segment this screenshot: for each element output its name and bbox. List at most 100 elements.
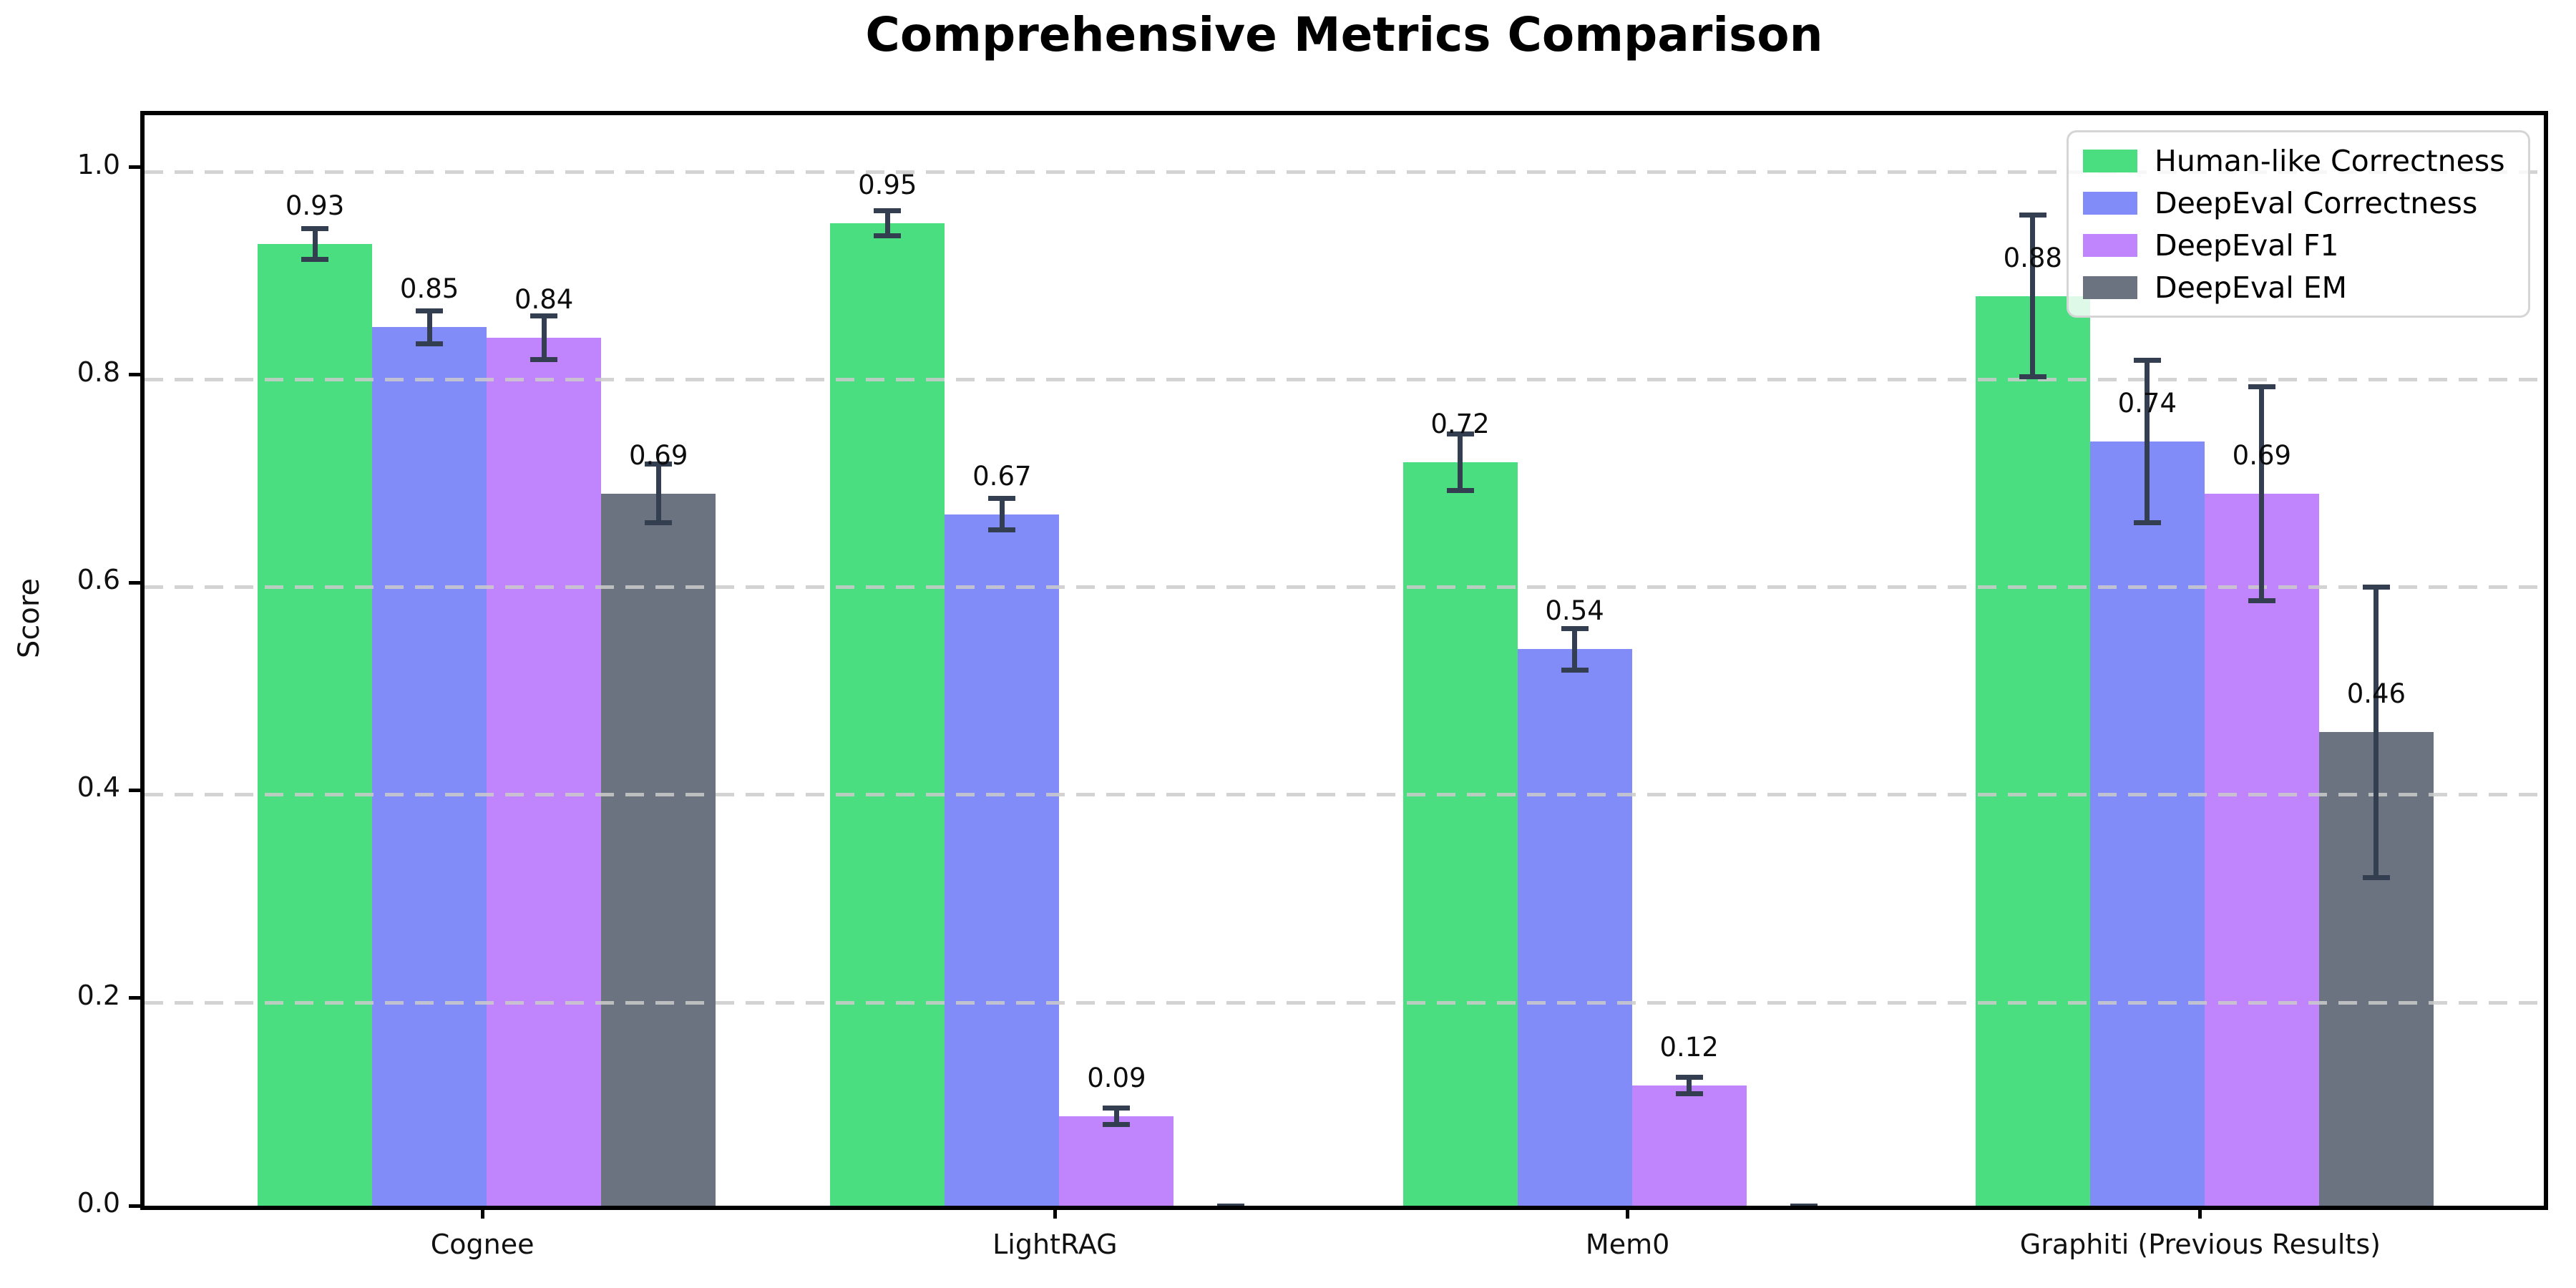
error-bar-cap bbox=[874, 208, 902, 214]
y-tick-label: 0.2 bbox=[77, 979, 120, 1011]
error-bar bbox=[1572, 628, 1578, 670]
y-tick-mark bbox=[129, 788, 140, 792]
legend-item: DeepEval Correctness bbox=[2083, 186, 2514, 220]
error-bar-cap bbox=[2248, 597, 2275, 603]
bar-deepeval-correctness-2 bbox=[1517, 649, 1632, 1206]
bar-value-label: 0.12 bbox=[1659, 1031, 1719, 1063]
bar-value-label: 0.93 bbox=[285, 190, 345, 222]
error-bar-cap bbox=[1561, 625, 1589, 631]
bar-value-label: 0.46 bbox=[2346, 678, 2406, 710]
error-bar-cap bbox=[416, 308, 444, 313]
error-bar bbox=[2259, 386, 2265, 600]
error-bar-cap bbox=[1103, 1122, 1131, 1128]
y-tick-label: 0.6 bbox=[77, 564, 120, 596]
error-bar-cap bbox=[1446, 431, 1474, 437]
bar-deepeval-em-0 bbox=[601, 493, 716, 1206]
error-bar bbox=[1458, 434, 1463, 491]
bar-value-label: 0.69 bbox=[2232, 439, 2292, 471]
error-bar-cap bbox=[1790, 1203, 1818, 1206]
error-bar-cap bbox=[2362, 875, 2390, 881]
legend-swatch-deepeval-correctness bbox=[2083, 191, 2137, 215]
y-tick-mark bbox=[129, 580, 140, 585]
legend-swatch-deepeval-em bbox=[2083, 275, 2137, 299]
bar-human-like-correctness-0 bbox=[258, 244, 373, 1206]
y-tick-mark bbox=[129, 996, 140, 1000]
error-bar bbox=[1687, 1077, 1692, 1094]
error-bar-cap bbox=[874, 233, 902, 239]
error-bar-cap bbox=[416, 341, 444, 346]
legend-swatch-deepeval-f1 bbox=[2083, 233, 2137, 257]
x-tick-mark bbox=[1626, 1206, 1630, 1219]
gridline-0.6 bbox=[145, 585, 2544, 590]
error-bar-cap bbox=[2133, 519, 2161, 525]
bar-deepeval-f1-0 bbox=[487, 337, 602, 1206]
gridline-0.8 bbox=[145, 377, 2544, 381]
error-bar bbox=[426, 311, 432, 344]
legend-label: DeepEval F1 bbox=[2155, 228, 2339, 263]
y-tick-label: 0.4 bbox=[77, 771, 120, 804]
error-bar bbox=[312, 228, 318, 260]
error-bar-cap bbox=[1446, 487, 1474, 493]
error-bar bbox=[655, 464, 661, 523]
error-bar-cap bbox=[988, 496, 1016, 502]
legend-item: Human-like Correctness bbox=[2083, 144, 2514, 178]
error-bar bbox=[1113, 1108, 1119, 1125]
gridline-0.4 bbox=[145, 793, 2544, 797]
error-bar-cap bbox=[1675, 1091, 1703, 1096]
x-tick-mark bbox=[1053, 1206, 1057, 1219]
error-bar bbox=[2145, 360, 2150, 523]
bar-value-label: 0.88 bbox=[2003, 242, 2062, 273]
x-category-label: Cognee bbox=[430, 1229, 535, 1260]
legend-swatch-human-like-correctness bbox=[2083, 149, 2137, 172]
legend-item: DeepEval F1 bbox=[2083, 228, 2514, 263]
gridline-1 bbox=[145, 170, 2544, 174]
bar-value-label: 0.09 bbox=[1087, 1063, 1146, 1094]
error-bar-cap bbox=[645, 462, 673, 467]
error-bar-cap bbox=[1103, 1106, 1131, 1111]
error-bar bbox=[999, 498, 1005, 530]
bar-deepeval-correctness-1 bbox=[945, 514, 1060, 1206]
bar-value-label: 0.54 bbox=[1545, 595, 1604, 627]
bar-value-label: 0.85 bbox=[399, 273, 459, 305]
error-bar-cap bbox=[988, 527, 1016, 532]
x-category-label: Graphiti (Previous Results) bbox=[2019, 1229, 2381, 1260]
bar-deepeval-f1-3 bbox=[2204, 493, 2319, 1206]
bar-deepeval-correctness-3 bbox=[2089, 441, 2205, 1206]
error-bar-cap bbox=[301, 225, 329, 231]
error-bar-cap bbox=[2248, 384, 2275, 389]
y-tick-mark bbox=[129, 1204, 140, 1208]
error-bar bbox=[1801, 1206, 1806, 1210]
x-category-label: LightRAG bbox=[992, 1229, 1118, 1260]
error-bar bbox=[541, 316, 547, 360]
error-bar-cap bbox=[1561, 667, 1589, 673]
error-bar-cap bbox=[645, 519, 673, 525]
bar-human-like-correctness-1 bbox=[830, 223, 945, 1206]
legend: Human-like Correctness DeepEval Correctne… bbox=[2067, 130, 2530, 318]
error-bar-cap bbox=[2019, 374, 2046, 380]
y-tick-label: 0.0 bbox=[77, 1187, 120, 1219]
gridline-0.2 bbox=[145, 1000, 2544, 1005]
error-bar bbox=[2373, 587, 2379, 878]
error-bar-cap bbox=[530, 356, 558, 362]
legend-item: DeepEval EM bbox=[2083, 270, 2514, 305]
x-tick-mark bbox=[480, 1206, 484, 1219]
error-bar-cap bbox=[2133, 358, 2161, 364]
bar-human-like-correctness-2 bbox=[1402, 462, 1518, 1206]
bar-value-label: 0.95 bbox=[858, 170, 917, 201]
y-tick-label: 0.8 bbox=[77, 356, 120, 388]
bar-value-label: 0.67 bbox=[972, 460, 1032, 492]
error-bar-cap bbox=[1675, 1074, 1703, 1080]
bar-deepeval-correctness-0 bbox=[372, 327, 487, 1206]
chart-title: Comprehensive Metrics Comparison bbox=[865, 7, 1823, 62]
legend-label: DeepEval EM bbox=[2155, 270, 2348, 305]
bar-human-like-correctness-3 bbox=[1975, 296, 2090, 1206]
error-bar bbox=[1229, 1206, 1234, 1210]
x-tick-mark bbox=[2198, 1206, 2202, 1219]
error-bar-cap bbox=[2019, 213, 2046, 218]
error-bar-cap bbox=[301, 257, 329, 263]
error-bar-cap bbox=[1217, 1203, 1245, 1206]
x-category-label: Mem0 bbox=[1585, 1229, 1670, 1260]
bar-value-label: 0.72 bbox=[1430, 409, 1490, 440]
bar-value-label: 0.74 bbox=[2117, 388, 2177, 419]
